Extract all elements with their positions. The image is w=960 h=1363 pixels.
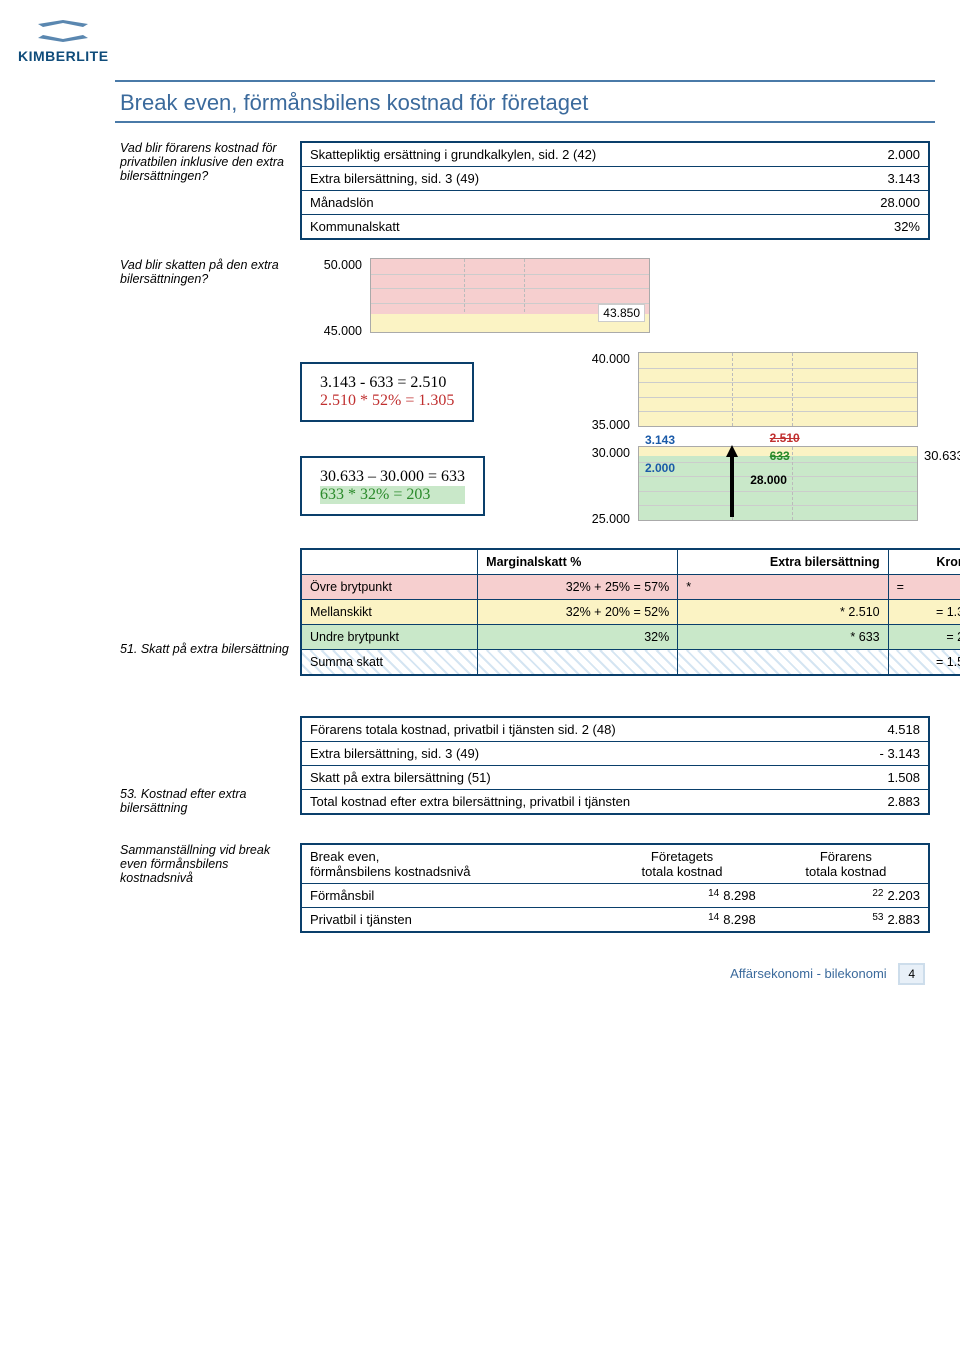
sidenote-53: 53. Kostnad efter extra bilersättning (120, 787, 300, 815)
calc-box-1: 3.143 - 633 = 2.510 2.510 * 52% = 1.305 (300, 362, 474, 422)
sidenote-1: Vad blir förarens kostnad för privatbile… (120, 141, 300, 183)
cost-after-table: Förarens totala kostnad, privatbil i tjä… (300, 716, 930, 815)
calc-box-2: 30.633 – 30.000 = 633 633 * 32% = 203 (300, 456, 485, 516)
parameters-table: Skattepliktig ersättning i grundkalkylen… (300, 141, 930, 240)
label-2510: 2.510 (770, 431, 800, 445)
sidenote-2: Vad blir skatten på den extra bilersättn… (120, 258, 300, 286)
axis-label: 35.000 (568, 418, 630, 432)
label-3143: 3.143 (645, 433, 675, 447)
axis-label: 40.000 (568, 352, 630, 366)
label-30633: 30.633 (918, 446, 960, 463)
axis-label: 30.000 (568, 446, 630, 460)
summary-table: Break even, förmånsbilens kostnadsnivå F… (300, 843, 930, 933)
brand-logo: KIMBERLITE (18, 18, 109, 64)
chart-band-middle (638, 352, 918, 427)
sidenote-51: 51. Skatt på extra bilersättning (120, 642, 300, 656)
arrow-up-icon (724, 445, 740, 520)
axis-label: 50.000 (300, 258, 362, 272)
tax-breakdown-table: Marginalskatt % Extra bilersättning Kron… (300, 548, 960, 676)
page-footer: Affärsekonomi - bilekonomi 4 (120, 963, 930, 985)
footer-text: Affärsekonomi - bilekonomi (730, 966, 887, 981)
sidenote-summary: Sammanställning vid break even förmånsbi… (120, 843, 300, 885)
axis-label: 25.000 (568, 512, 630, 526)
label-28000: 28.000 (750, 473, 787, 487)
brand-name: KIMBERLITE (18, 48, 109, 64)
label-633: 633 (770, 449, 790, 463)
chart-band-upper: 43.850 (370, 258, 650, 333)
label-43850: 43.850 (598, 304, 645, 322)
chart-band-lower: 3.143 2.000 2.510 633 28.000 (638, 446, 918, 521)
page-title: Break even, förmånsbilens kostnad för fö… (120, 82, 930, 116)
page-number: 4 (898, 963, 925, 985)
label-2000: 2.000 (645, 461, 675, 475)
axis-label: 45.000 (300, 324, 362, 338)
